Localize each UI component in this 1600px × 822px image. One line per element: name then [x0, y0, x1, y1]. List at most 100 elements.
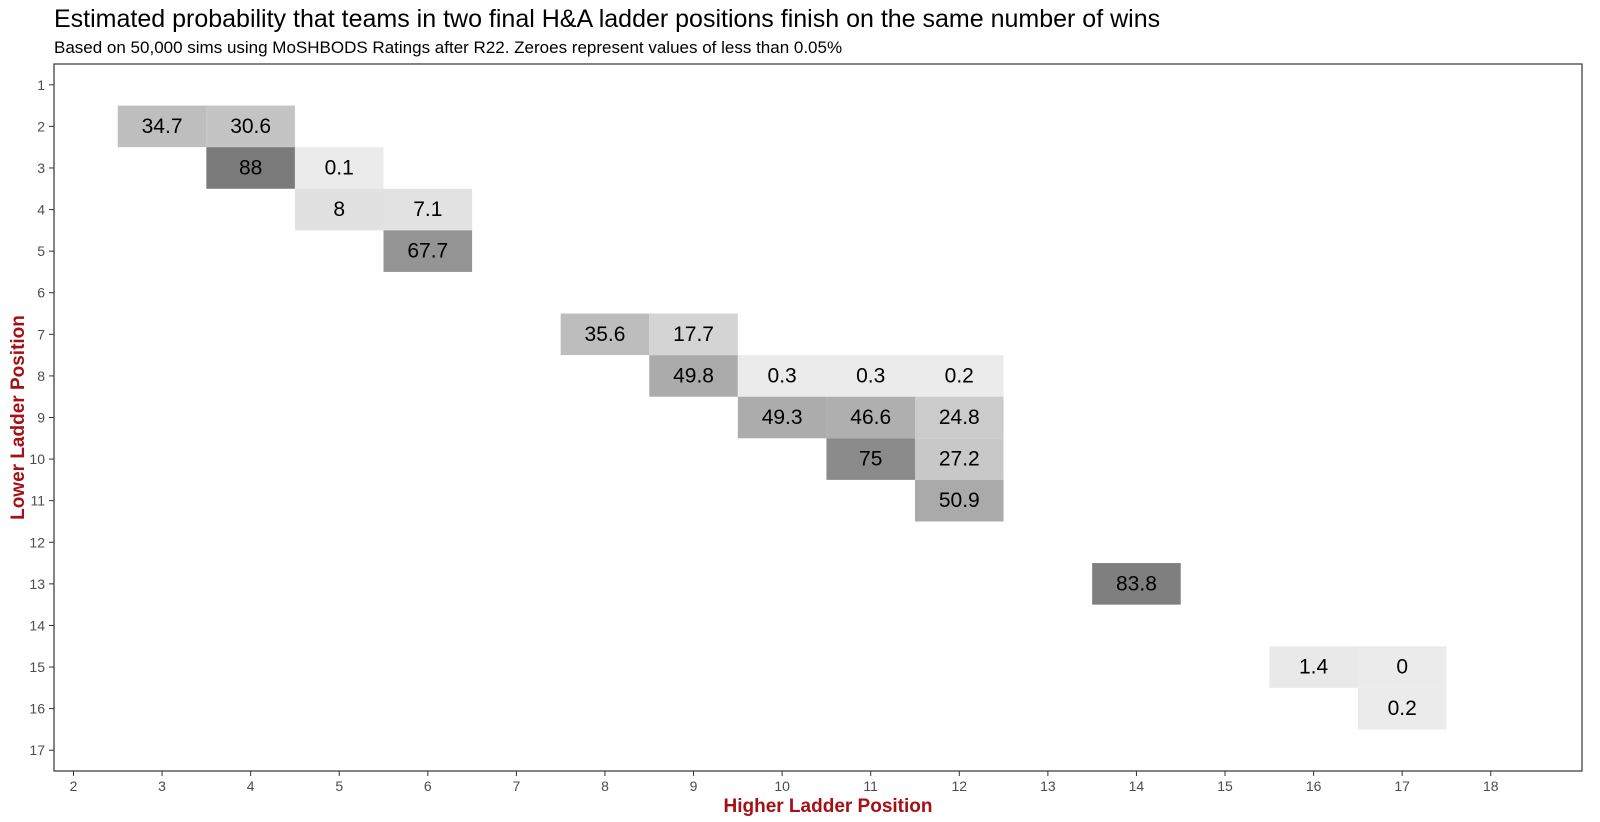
- y-tick-label: 12: [29, 534, 45, 550]
- heatmap-cell: 27.2: [914, 438, 1004, 480]
- x-axis: 2 3 4 5 6 7 8 9 10 11 12 13 14 15 16 17 18: [70, 771, 1499, 794]
- heatmap-cell-label: 50.9: [939, 489, 980, 512]
- y-tick-label: 17: [29, 742, 45, 758]
- heatmap-cell-label: 75: [859, 448, 882, 471]
- x-tick-label: 9: [690, 778, 698, 794]
- heatmap-cell-rect: [649, 355, 738, 397]
- cells-layer: 34.7 30.6 88 0.1 8 7.1 67.7 35.6 17.7 49.8 0.3 0.3 0…: [117, 105, 1447, 730]
- y-tick-label: 3: [37, 160, 45, 176]
- x-tick-label: 2: [70, 778, 78, 794]
- heatmap-cell-label: 0.2: [1388, 697, 1417, 720]
- heatmap-cell-label: 8: [333, 198, 345, 221]
- heatmap-cell: 50.9: [914, 479, 1004, 522]
- heatmap-cell-label: 0.2: [945, 364, 974, 387]
- heatmap-cell-label: 0: [1396, 656, 1408, 679]
- heatmap-cell: 30.6: [206, 105, 295, 148]
- heatmap-cell-rect: [206, 105, 295, 148]
- y-tick-label: 8: [37, 368, 45, 384]
- x-tick-label: 4: [247, 778, 255, 794]
- heatmap-cell: 8: [294, 188, 384, 231]
- x-tick-label: 14: [1129, 778, 1145, 794]
- x-tick-label: 13: [1040, 778, 1056, 794]
- heatmap-cell: 35.6: [560, 313, 650, 356]
- heatmap-cell-rect: [737, 355, 827, 397]
- heatmap-cell-rect: [294, 147, 384, 189]
- heatmap-cell: 17.7: [649, 313, 738, 356]
- heatmap-cell-rect: [914, 438, 1004, 480]
- heatmap-cell: 0.1: [294, 147, 384, 189]
- heatmap-cell-rect: [737, 396, 827, 439]
- heatmap-cell-rect: [649, 313, 738, 356]
- heatmap-cell: 67.7: [383, 230, 473, 272]
- heatmap-cell: 0.3: [737, 355, 827, 397]
- x-tick-label: 17: [1394, 778, 1410, 794]
- y-tick-label: 7: [37, 326, 45, 342]
- y-tick-label: 2: [37, 118, 45, 134]
- heatmap-cell-label: 7.1: [413, 198, 442, 221]
- y-tick-label: 16: [29, 701, 45, 717]
- heatmap-cell: 88: [206, 147, 295, 189]
- y-axis-title: Lower Ladder Position: [8, 315, 29, 520]
- heatmap-cell-rect: [294, 188, 384, 231]
- y-tick-label: 14: [29, 617, 45, 633]
- heatmap-cell-rect: [206, 147, 295, 189]
- heatmap-cell: 1.4: [1269, 646, 1358, 688]
- heatmap-cell-label: 67.7: [407, 240, 448, 263]
- heatmap-cell-rect: [1092, 563, 1181, 605]
- x-tick-label: 3: [158, 778, 166, 794]
- x-tick-label: 15: [1217, 778, 1233, 794]
- heatmap-cell-label: 88: [239, 156, 262, 179]
- heatmap-cell: 24.8: [914, 396, 1004, 439]
- x-tick-label: 6: [424, 778, 432, 794]
- x-axis-title: Higher Ladder Position: [723, 796, 932, 817]
- heatmap-cell-label: 1.4: [1299, 656, 1329, 679]
- x-tick-label: 8: [601, 778, 609, 794]
- heatmap-cell: 0.3: [826, 355, 915, 397]
- heatmap-cell-rect: [1357, 687, 1447, 730]
- heatmap-cell-rect: [383, 230, 473, 272]
- heatmap-cell: 46.6: [826, 396, 915, 439]
- heatmap-cell: 7.1: [383, 188, 473, 231]
- y-tick-label: 6: [37, 285, 45, 301]
- y-tick-label: 11: [30, 493, 45, 509]
- heatmap-cell: 75: [826, 438, 915, 480]
- heatmap-cell-label: 83.8: [1116, 572, 1157, 595]
- heatmap-cell-label: 24.8: [939, 406, 980, 429]
- heatmap-cell-rect: [914, 396, 1004, 439]
- y-tick-label: 1: [37, 77, 45, 93]
- heatmap-cell-rect: [1269, 646, 1358, 688]
- x-tick-label: 12: [951, 778, 967, 794]
- heatmap-cell-rect: [826, 396, 915, 439]
- chart-title: Estimated probability that teams in two …: [54, 5, 1161, 33]
- heatmap-cell: 0: [1357, 646, 1447, 688]
- heatmap-cell-label: 46.6: [850, 406, 891, 429]
- x-tick-label: 5: [335, 778, 343, 794]
- y-tick-label: 9: [37, 410, 45, 426]
- heatmap-cell-label: 17.7: [673, 323, 714, 346]
- heatmap-cell-label: 34.7: [142, 115, 183, 138]
- heatmap-cell: 49.3: [737, 396, 827, 439]
- heatmap-cell: 49.8: [649, 355, 738, 397]
- y-tick-label: 15: [29, 659, 45, 675]
- heatmap-cell-rect: [383, 188, 473, 231]
- heatmap-cell-rect: [560, 313, 650, 356]
- heatmap-cell-label: 30.6: [230, 115, 271, 138]
- heatmap-cell: 0.2: [1357, 687, 1447, 730]
- heatmap-cell-rect: [117, 105, 207, 148]
- y-tick-label: 10: [29, 451, 45, 467]
- x-tick-label: 16: [1306, 778, 1322, 794]
- heatmap-cell-label: 0.3: [856, 364, 885, 387]
- heatmap-cell-label: 27.2: [939, 448, 980, 471]
- x-tick-label: 11: [863, 778, 878, 794]
- heatmap-cell-rect: [826, 355, 915, 397]
- x-tick-label: 18: [1483, 778, 1499, 794]
- y-tick-label: 4: [37, 202, 45, 218]
- heatmap-cell-rect: [1357, 646, 1447, 688]
- y-tick-label: 13: [29, 576, 45, 592]
- heatmap-cell-label: 49.8: [673, 364, 714, 387]
- heatmap-cell-label: 0.3: [768, 364, 797, 387]
- heatmap-cell-label: 35.6: [585, 323, 626, 346]
- y-tick-label: 5: [37, 243, 45, 259]
